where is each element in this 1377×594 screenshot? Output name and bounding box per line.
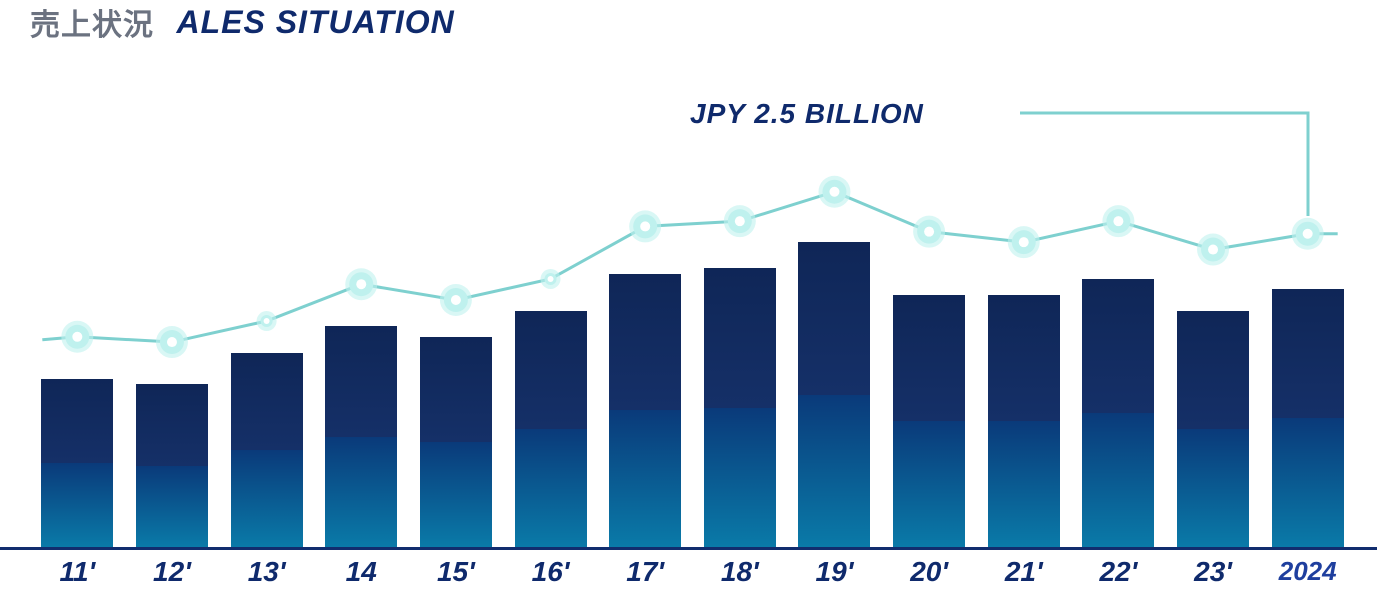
x-label: 17' (626, 556, 664, 588)
line-marker-core (924, 227, 934, 237)
callout-leader (1020, 113, 1308, 216)
line-marker-core (1303, 229, 1313, 239)
x-label: 16' (532, 556, 570, 588)
x-label: 23' (1194, 556, 1232, 588)
x-label: 21' (1005, 556, 1043, 588)
line-marker-core (356, 279, 366, 289)
line-marker-core (1208, 245, 1218, 255)
x-label: 14 (346, 556, 377, 588)
x-label: 2024 (1279, 556, 1337, 587)
line-marker-core (640, 221, 650, 231)
x-label: 18' (721, 556, 759, 588)
x-label: 11' (59, 556, 95, 588)
chart-header: 売上状況 ALES SITUATION (30, 0, 455, 44)
line-marker-core (451, 295, 461, 305)
line-marker-core (264, 318, 270, 324)
line-marker-core (548, 276, 554, 282)
line-marker-core (1019, 237, 1029, 247)
line-marker-core (1113, 216, 1123, 226)
x-label: 15' (437, 556, 475, 588)
x-label: 19' (816, 556, 854, 588)
trend-line (42, 192, 1337, 342)
line-marker-core (167, 337, 177, 347)
title-en: ALES SITUATION (176, 4, 454, 41)
x-label: 13' (248, 556, 286, 588)
line-overlay (0, 74, 1377, 594)
title-jp: 売上状況 (30, 0, 154, 44)
sales-chart: 11' 12' 13' 14 15' 16' 17' 18' 19' 20' 21' 22' 23' 20… (0, 74, 1377, 594)
x-label: 22' (1099, 556, 1137, 588)
x-axis-labels: 11' 12' 13' 14 15' 16' 17' 18' 19' 20' 21' 22' 23' 20… (0, 550, 1377, 594)
line-marker-core (829, 187, 839, 197)
x-label: 12' (153, 556, 191, 588)
line-marker-core (735, 216, 745, 226)
line-marker-core (72, 332, 82, 342)
x-label: 20' (910, 556, 948, 588)
